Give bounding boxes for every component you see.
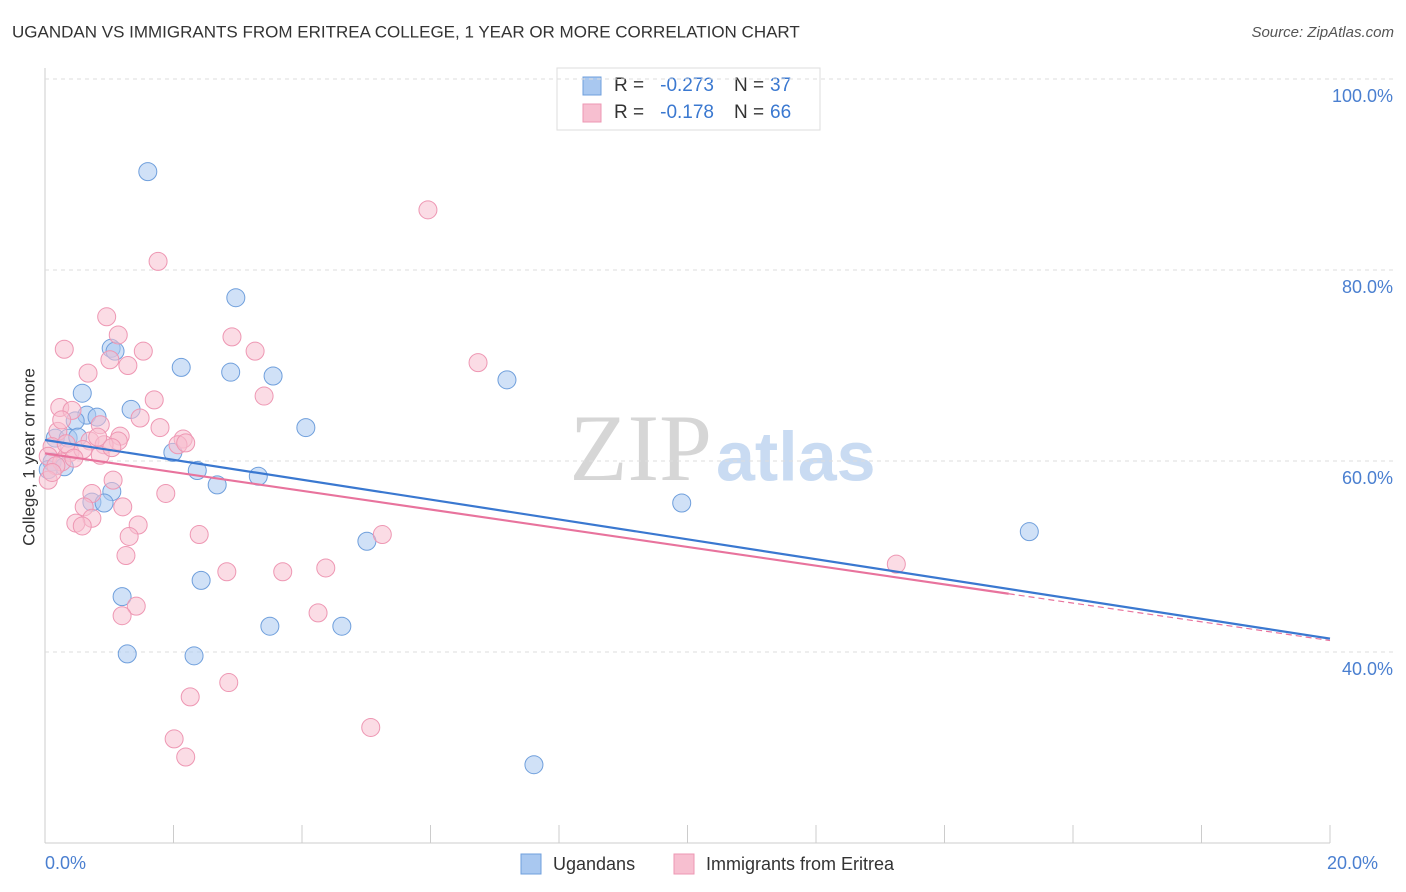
point [103, 470, 123, 490]
point [361, 717, 381, 737]
point [263, 366, 283, 386]
stat-label: R = [614, 75, 644, 96]
point [332, 616, 352, 636]
stat-label: N = [734, 102, 764, 123]
point [118, 356, 138, 375]
y-tick-label: 100.0% [1332, 86, 1393, 106]
point [113, 497, 133, 517]
legend-label: Immigrants from Eritrea [706, 854, 895, 874]
point [144, 390, 164, 410]
point [418, 200, 438, 220]
point [260, 616, 280, 636]
point [176, 433, 196, 453]
point [497, 370, 517, 390]
chart-title: UGANDAN VS IMMIGRANTS FROM ERITREA COLLE… [12, 22, 800, 41]
point [1019, 522, 1039, 542]
point [148, 251, 168, 271]
point [42, 462, 62, 482]
point [112, 606, 132, 626]
point [180, 687, 200, 707]
stat-label: R = [614, 102, 644, 123]
point [524, 755, 544, 775]
point [138, 162, 158, 182]
point [226, 288, 246, 308]
point [296, 418, 316, 438]
stat-label: N = [734, 75, 764, 96]
point [217, 562, 237, 582]
point [52, 410, 72, 430]
point [191, 570, 211, 590]
point [100, 350, 120, 370]
point [184, 646, 204, 666]
point [78, 363, 98, 383]
trend-line [44, 438, 1331, 640]
y-axis-label: College, 1 year or more [19, 368, 38, 546]
stat-value: 66 [770, 102, 791, 123]
point [164, 729, 184, 749]
stat-value: -0.178 [660, 102, 714, 123]
point [126, 596, 146, 616]
point [116, 546, 136, 566]
point [316, 558, 336, 578]
watermark: atlas [716, 417, 876, 495]
point [112, 587, 132, 607]
y-tick-label: 60.0% [1342, 468, 1393, 488]
legend-swatch [582, 103, 602, 123]
point [97, 307, 117, 327]
trend-line [1008, 593, 1331, 642]
point [886, 554, 906, 574]
point [219, 673, 239, 693]
point [54, 339, 74, 359]
trend-line [44, 452, 1009, 595]
legend-swatch [673, 853, 695, 875]
y-tick-label: 40.0% [1342, 659, 1393, 679]
point [117, 644, 137, 664]
point [102, 438, 122, 458]
point [273, 562, 293, 582]
point [72, 516, 92, 536]
point [468, 353, 488, 373]
point [150, 418, 170, 438]
point [72, 383, 92, 403]
point [171, 357, 191, 377]
point [245, 341, 265, 361]
x-tick-label: 0.0% [45, 853, 86, 873]
point [672, 493, 692, 513]
watermark: ZIP [570, 395, 713, 501]
point [207, 475, 227, 495]
point [108, 325, 128, 345]
point [176, 747, 196, 767]
stat-value: -0.273 [660, 75, 714, 96]
legend-swatch [520, 853, 542, 875]
point [308, 603, 328, 623]
stat-value: 37 [770, 75, 791, 96]
x-tick-label: 20.0% [1327, 853, 1378, 873]
point [189, 525, 209, 545]
point [221, 362, 241, 382]
point [254, 386, 274, 406]
point [133, 341, 153, 361]
legend-swatch [582, 76, 602, 96]
y-tick-label: 80.0% [1342, 277, 1393, 297]
legend-label: Ugandans [553, 854, 635, 874]
source: Source: ZipAtlas.com [1251, 24, 1394, 41]
point [222, 327, 242, 347]
point [372, 525, 392, 545]
point [156, 483, 176, 503]
point [119, 526, 139, 546]
point [130, 408, 150, 428]
